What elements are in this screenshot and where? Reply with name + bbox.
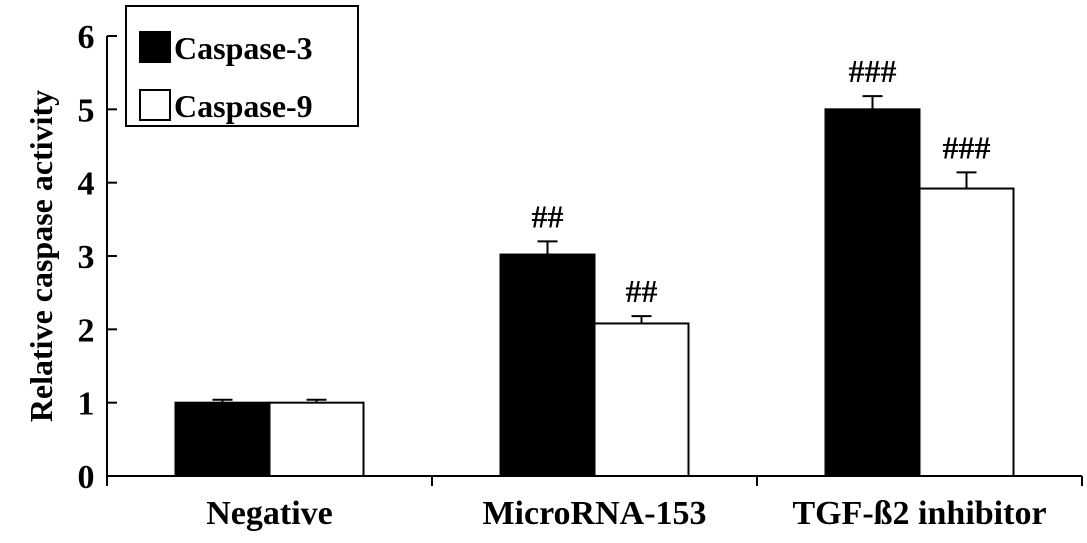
legend-swatch-1 (139, 89, 171, 121)
x-tick-label-1: MicroRNA-153 (482, 495, 706, 532)
y-axis-label: Relative caspase activity (23, 90, 59, 422)
bar-caspase9-0 (268, 401, 365, 477)
x-tick-label-0: Negative (206, 495, 333, 532)
y-tick-label-1: 1 (78, 386, 95, 423)
chart-legend: Caspase-3 Caspase-9 (125, 5, 359, 127)
bar-caspase3-0 (174, 401, 271, 477)
chart-bars (174, 95, 1015, 478)
legend-label-1: Caspase-9 (174, 88, 313, 124)
y-tick-label-4: 4 (78, 166, 95, 203)
y-tick-label-5: 5 (78, 92, 95, 129)
significance-label-0-1: ## (532, 198, 564, 234)
x-tick-label-2: TGF-ß2 inhibitor (792, 495, 1046, 532)
significance-label-0-2: ### (849, 53, 897, 89)
significance-label-1-1: ## (626, 273, 658, 309)
bar-caspase9-2 (918, 187, 1015, 478)
legend-label-0: Caspase-3 (174, 30, 313, 66)
bar-caspase3-2 (824, 108, 921, 477)
y-tick-label-0: 0 (78, 459, 95, 496)
legend-swatch-0 (139, 31, 171, 63)
bar-caspase3-1 (499, 253, 596, 477)
y-tick-label-3: 3 (78, 239, 95, 276)
y-tick-label-2: 2 (78, 312, 95, 349)
chart-labels: 0 1 2 3 4 5 6 Negative MicroRNA-153 ## ## TGF-ß2 in… (78, 19, 1047, 532)
y-tick-label-6: 6 (78, 19, 95, 56)
significance-label-1-2: ### (943, 129, 991, 165)
bar-caspase9-1 (593, 322, 690, 478)
